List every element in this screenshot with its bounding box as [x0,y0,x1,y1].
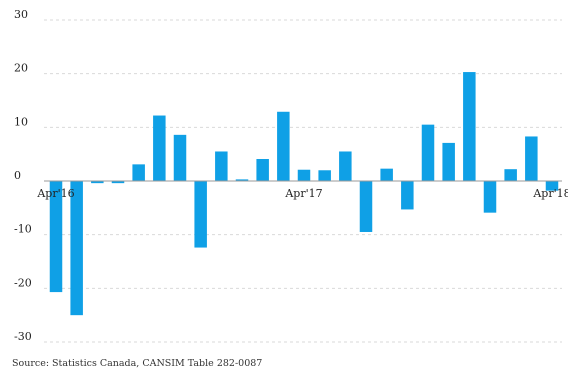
bar [153,115,166,181]
bar [173,134,187,181]
bar [339,151,352,181]
bar [525,136,538,181]
bar [256,159,269,181]
y-tick-label: -30 [14,330,32,343]
x-tick-label: Apr'17 [284,187,322,200]
y-tick-label: -10 [14,223,32,236]
source-note: Source: Statistics Canada, CANSIM Table … [12,358,263,369]
bars [49,72,559,316]
bar [545,181,559,191]
bar [111,181,125,184]
bar [421,124,435,181]
bar [359,181,373,232]
bar [215,151,228,181]
bar [483,181,497,213]
y-axis-ticks: 30 20 10 0 -10 -20 -30 [14,8,32,343]
bar [235,179,249,181]
bar [463,72,476,181]
y-tick-label: -20 [14,276,32,289]
gridlines [44,19,562,343]
y-tick-label: 10 [14,115,28,128]
x-axis-ticks: Apr'16 Apr'17 Apr'18 [36,187,568,200]
bar [194,181,207,248]
bar [442,142,455,181]
bar [132,164,145,181]
x-tick-label: Apr'18 [532,187,568,200]
x-tick-label: Apr'16 [36,187,74,200]
bar [70,181,83,316]
bar [277,111,290,181]
y-tick-label: 30 [14,8,28,21]
y-tick-label: 20 [14,62,28,75]
bar [380,168,393,181]
bar [504,169,517,181]
y-tick-label: 0 [14,169,21,182]
bar [318,170,331,181]
bar [297,169,311,181]
bar [91,181,104,184]
bar [401,181,414,210]
bar [49,181,63,293]
